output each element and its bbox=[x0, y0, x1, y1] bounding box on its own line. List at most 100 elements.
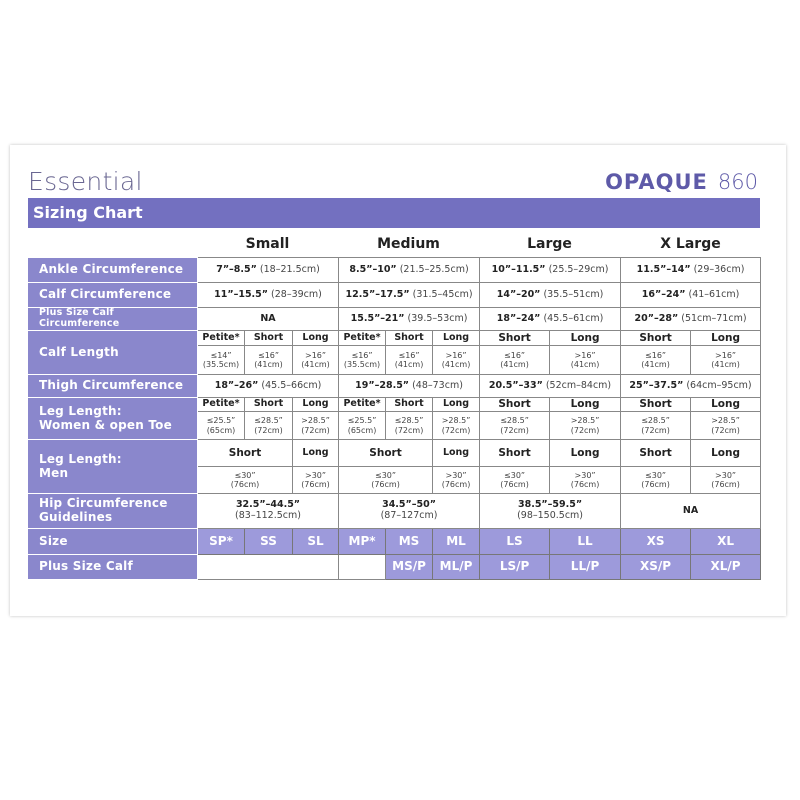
length-value: ≤16” (41cm) bbox=[244, 345, 293, 375]
sub-header: Long bbox=[432, 330, 481, 346]
length-value: >28.5” (72cm) bbox=[549, 411, 622, 440]
length-value: >16” (41cm) bbox=[432, 345, 481, 375]
length-cm: (41cm) bbox=[394, 360, 424, 369]
range-cell: 10”–11.5” (25.5–29cm) bbox=[479, 257, 622, 283]
table-row: Leg Length: Men Short Long Short Long Short Lon… bbox=[28, 439, 762, 494]
range-inches: 20.5”–33” bbox=[488, 379, 543, 391]
length-value: ≤30” (76cm) bbox=[620, 466, 692, 494]
length-cm: (41cm) bbox=[441, 360, 471, 369]
row-label-line: Guidelines bbox=[39, 510, 113, 524]
size-code: MS bbox=[385, 528, 434, 555]
length-cm: (41cm) bbox=[301, 360, 330, 369]
range-cm: (98–150.5cm) bbox=[517, 510, 584, 521]
column-x-large: X Large bbox=[660, 236, 721, 252]
length-inches: ≤30” bbox=[645, 470, 667, 480]
size-code: MP* bbox=[338, 528, 387, 555]
range-cell: 38.5”–59.5” (98–150.5cm) bbox=[479, 493, 622, 529]
sub-header: Long bbox=[690, 330, 762, 346]
range-cell: 19”–28.5” (48–73cm) bbox=[338, 374, 481, 398]
column-large: Large bbox=[527, 236, 572, 252]
range-cm: (31.5–45cm) bbox=[409, 288, 473, 300]
size-code: LS bbox=[479, 528, 551, 555]
row-label-line: Hip Circumference bbox=[39, 496, 168, 511]
length-value: ≤30” (76cm) bbox=[338, 466, 434, 494]
row-label: Ankle Circumference bbox=[28, 257, 198, 283]
sub-header: Short bbox=[479, 330, 551, 346]
plus-size-code: MS/P bbox=[385, 554, 434, 580]
length-cm: (76cm) bbox=[570, 480, 600, 489]
length-cm: (35.5cm) bbox=[202, 360, 240, 369]
length-inches: >30” bbox=[304, 470, 327, 480]
length-inches: >28.5” bbox=[441, 416, 471, 426]
length-value: ≤14” (35.5cm) bbox=[197, 345, 245, 375]
sub-header: Short bbox=[479, 439, 551, 467]
sub-header: Short bbox=[479, 397, 551, 412]
row-label-line: Men bbox=[39, 465, 69, 480]
length-value: ≤16” (41cm) bbox=[385, 345, 434, 375]
range-cell: 18”–24” (45.5–61cm) bbox=[479, 307, 622, 331]
table-row: ≤30” (76cm) >30” (76cm) ≤30” (76cm) >30” (76cm)… bbox=[29, 466, 762, 494]
row-label: Leg Length: Women & open Toe bbox=[28, 397, 198, 440]
length-value: >30” (76cm) bbox=[291, 466, 340, 494]
size-code: ML bbox=[432, 528, 481, 555]
product-name: OPAQUE 860 bbox=[605, 170, 758, 194]
range-cm: (21.5–25.5cm) bbox=[396, 263, 469, 275]
range-cell: 16”–24” (41–61cm) bbox=[620, 282, 762, 308]
column-small: Small bbox=[245, 236, 290, 252]
range-cm: (29–36cm) bbox=[690, 263, 745, 275]
product-title: OPAQUE bbox=[605, 170, 708, 194]
range-cell: 7”–8.5” (18–21.5cm) bbox=[196, 257, 340, 283]
table-row: Ankle Circumference 7”–8.5” (18–21.5cm) 8.… bbox=[28, 257, 762, 283]
range-inches: 7”–8.5” bbox=[216, 263, 257, 275]
plus-size-code: XL/P bbox=[690, 554, 762, 580]
length-inches: ≤28.5” bbox=[641, 416, 670, 426]
length-inches: ≤25.5” bbox=[347, 416, 377, 426]
length-inches: ≤16” bbox=[351, 350, 373, 360]
range-cm: (45.5–66cm) bbox=[258, 379, 322, 391]
table-row: Plus Size Calf MS/P ML/P LS/P LL/P XS/P XL/P bbox=[28, 554, 762, 580]
table-row: Thigh Circumference 18”–26” (45.5–66cm) 19… bbox=[28, 374, 762, 398]
length-value: ≤30” (76cm) bbox=[197, 466, 293, 494]
length-cm: (72cm) bbox=[711, 425, 740, 435]
brand-name: Essential bbox=[28, 167, 143, 196]
range-inches: 11.5”–14” bbox=[636, 263, 691, 275]
length-inches: ≤14” bbox=[210, 350, 232, 360]
plus-size-code: XS/P bbox=[620, 554, 692, 580]
range-cm: (39.5–53cm) bbox=[404, 312, 468, 324]
length-inches: ≤16” bbox=[398, 350, 420, 360]
length-inches: >16” bbox=[304, 350, 327, 360]
plus-size-code: ML/P bbox=[432, 554, 481, 580]
length-cm: (72cm) bbox=[570, 425, 600, 435]
row-label-line: Leg Length: bbox=[39, 451, 122, 466]
range-cm: (48–73cm) bbox=[409, 379, 463, 391]
length-cm: (72cm) bbox=[641, 425, 670, 435]
length-value: >28.5” (72cm) bbox=[432, 411, 481, 440]
length-cm: (76cm) bbox=[500, 480, 529, 489]
length-cm: (76cm) bbox=[711, 480, 740, 489]
sub-header: Petite* bbox=[197, 330, 245, 346]
length-inches: ≤28.5” bbox=[394, 416, 424, 426]
range-cm: (18–21.5cm) bbox=[256, 263, 320, 275]
sub-header: Short bbox=[620, 397, 692, 412]
table-row: ≤25.5” (65cm) ≤28.5” (72cm) >28.5” (72cm) ≤25.… bbox=[29, 411, 762, 440]
range-cell: 32.5”–44.5” (83–112.5cm) bbox=[196, 493, 340, 529]
sub-header: Long bbox=[291, 439, 340, 467]
length-inches: ≤16” bbox=[504, 350, 526, 360]
length-inches: >28.5” bbox=[711, 416, 740, 426]
column-medium: Medium bbox=[377, 236, 440, 252]
sub-header: Short bbox=[197, 439, 293, 467]
length-cm: (72cm) bbox=[254, 425, 283, 435]
product-model: 860 bbox=[717, 170, 758, 194]
range-cm: (87–127cm) bbox=[380, 510, 438, 521]
length-cm: (41cm) bbox=[254, 360, 283, 369]
length-cm: (76cm) bbox=[301, 480, 330, 489]
sub-header: Short bbox=[385, 397, 434, 412]
sub-header: Short bbox=[244, 330, 293, 346]
range-inches: 10”–11.5” bbox=[491, 263, 546, 275]
range-cell: 25”–37.5” (64cm–95cm) bbox=[620, 374, 762, 398]
length-cm: (76cm) bbox=[371, 480, 400, 489]
length-value: >16” (41cm) bbox=[690, 345, 762, 375]
table-row: Calf Circumference 11”–15.5” (28–39cm) 12.… bbox=[28, 282, 762, 308]
length-inches: ≤30” bbox=[504, 470, 526, 480]
length-inches: ≤25.5” bbox=[206, 416, 236, 426]
